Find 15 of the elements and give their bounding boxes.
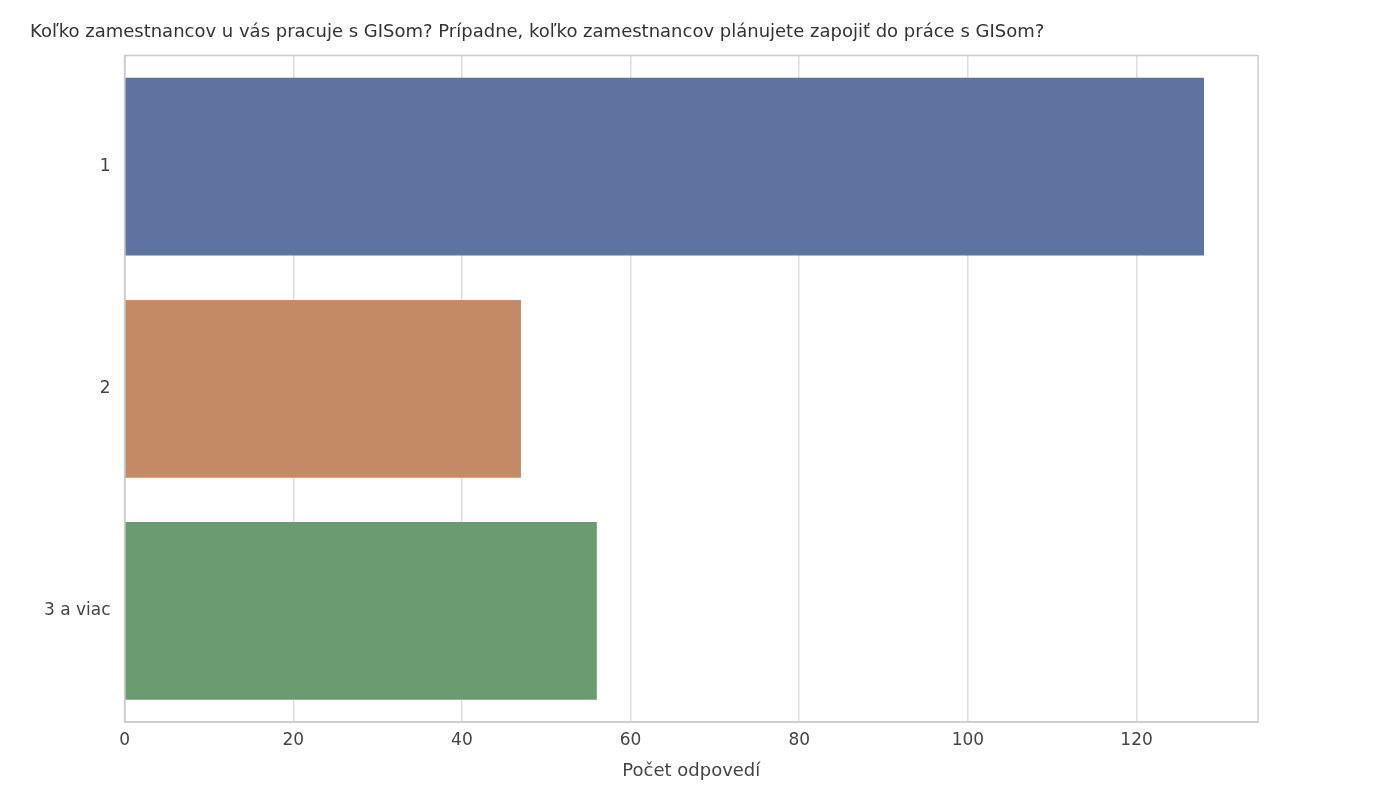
x-tick-label: 20 bbox=[282, 728, 305, 749]
y-tick-label: 1 bbox=[99, 155, 111, 176]
y-tick-label: 2 bbox=[99, 377, 111, 398]
x-tick-label: 40 bbox=[451, 728, 473, 749]
bar bbox=[125, 77, 1205, 256]
x-tick-label: 120 bbox=[1120, 728, 1153, 749]
x-tick-label: 0 bbox=[119, 728, 130, 749]
bar bbox=[125, 299, 521, 478]
y-tick-label: 3 a viac bbox=[44, 599, 111, 620]
x-tick-label: 80 bbox=[788, 728, 811, 749]
bar bbox=[125, 522, 597, 700]
x-tick-label: 60 bbox=[619, 728, 642, 749]
x-tick-label: 100 bbox=[951, 728, 985, 749]
chart-title: Koľko zamestnancov u vás pracuje s GISom? Prípadne, koľko zamestnancov plánujete zapojiť do práce s GISom? bbox=[30, 20, 1045, 42]
x-axis-title: Počet odpovedí bbox=[622, 758, 762, 780]
